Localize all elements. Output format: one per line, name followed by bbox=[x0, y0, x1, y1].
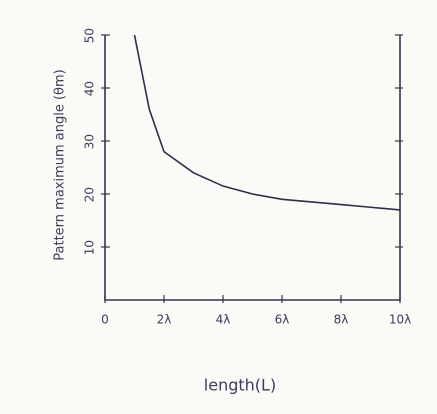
y-tick-label: 30 bbox=[83, 134, 97, 149]
plot-frame bbox=[104, 35, 401, 301]
y-tick-label: 20 bbox=[83, 187, 97, 202]
y-tick-label: 10 bbox=[83, 240, 97, 255]
x-tick-label: 0 bbox=[101, 313, 109, 327]
x-tick-label: 6λ bbox=[275, 313, 290, 327]
y-tick-label: 50 bbox=[83, 28, 97, 43]
x-tick-label: 2λ bbox=[157, 313, 172, 327]
x-tick-label: 8λ bbox=[334, 313, 349, 327]
data-line bbox=[133, 34, 401, 211]
y-axis-label: Pattern maximum angle (θm) bbox=[53, 69, 68, 261]
x-tick-label: 4λ bbox=[216, 313, 231, 327]
x-axis-label: length(L) bbox=[204, 376, 276, 395]
x-tick-label: 10λ bbox=[389, 313, 411, 327]
y-tick-label: 40 bbox=[83, 81, 97, 96]
